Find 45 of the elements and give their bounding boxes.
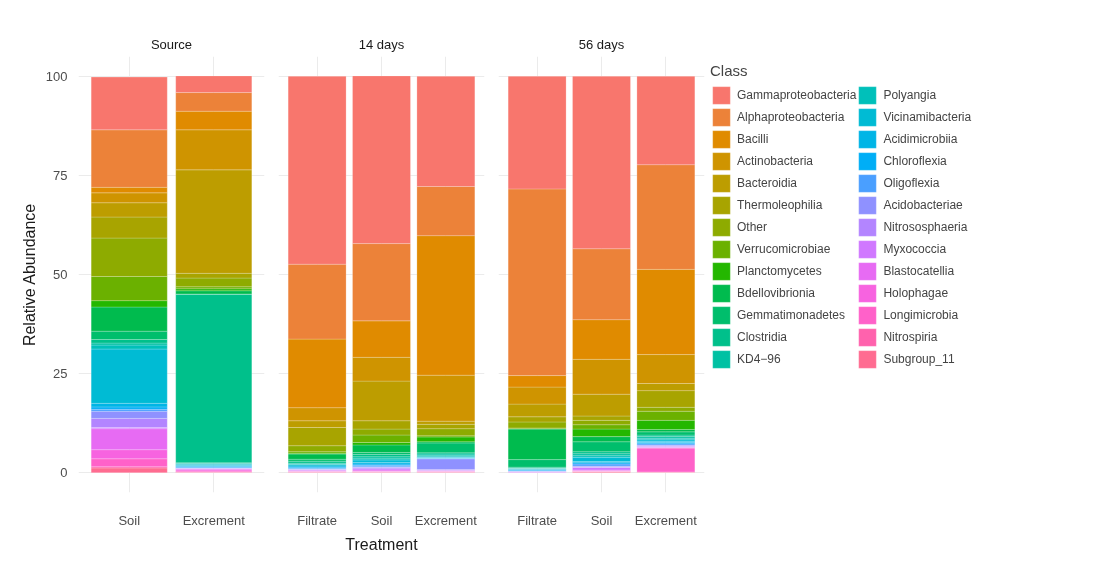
legend-label: KD4−96 xyxy=(737,351,781,368)
x-tick-label: Soil xyxy=(590,512,613,528)
legend-label: Actinobacteria xyxy=(737,153,814,170)
legend-title: Class xyxy=(710,62,749,79)
legend-label: Clostridia xyxy=(737,329,788,346)
legend-label: Holophagae xyxy=(883,285,949,302)
y-tick-label: 0 xyxy=(60,465,68,481)
legend-label: Verrucomicrobiae xyxy=(737,241,831,258)
x-tick-label: Filtrate xyxy=(297,512,337,528)
legend-label: Blastocatellia xyxy=(883,263,955,280)
chart-title: Source xyxy=(150,36,193,52)
legend-label: Thermoleophilia xyxy=(737,197,823,214)
legend-label: Polyangia xyxy=(883,87,937,104)
chart-title: 56 days xyxy=(578,36,625,52)
legend-label: Acidobacteriae xyxy=(883,197,963,214)
x-tick-label: Filtrate xyxy=(517,512,557,528)
legend-label: Oligoflexia xyxy=(883,175,940,192)
legend-label: Nitrososphaeria xyxy=(883,219,968,236)
x-tick-label: Excrement xyxy=(182,512,246,528)
x-axis-title: Treatment xyxy=(345,535,419,553)
y-tick-label: 25 xyxy=(53,366,68,382)
legend-label: Myxococcia xyxy=(883,241,947,258)
legend-label: Longimicrobia xyxy=(883,307,959,324)
legend-label: Vicinamibacteria xyxy=(883,109,972,126)
legend-label: Bacteroidia xyxy=(737,175,798,192)
y-tick-label: 75 xyxy=(53,167,68,183)
legend-label: Nitrospiria xyxy=(883,329,938,346)
chart-title: 14 days xyxy=(358,36,405,52)
y-tick-label: 50 xyxy=(53,267,68,282)
legend-label: Gammaproteobacteria xyxy=(737,87,857,104)
x-tick-label: Excrement xyxy=(634,512,698,528)
legend-label: Bacilli xyxy=(737,131,769,148)
legend-label: Alphaproteobacteria xyxy=(737,109,845,126)
legend-label: Gemmatimonadetes xyxy=(737,307,846,324)
legend-label: Subgroup_11 xyxy=(883,351,955,368)
y-axis-title: Relative Abundance xyxy=(20,203,38,347)
x-tick-label: Soil xyxy=(118,512,141,528)
legend-label: Chloroflexia xyxy=(883,153,947,170)
legend-label: Acidimicrobiia xyxy=(883,131,958,148)
y-tick-label: 100 xyxy=(45,68,68,84)
x-tick-label: Soil xyxy=(370,512,393,528)
legend-label: Planctomycetes xyxy=(737,263,822,280)
legend-label: Other xyxy=(737,219,768,236)
legend-label: Bdellovibrionia xyxy=(737,285,816,302)
x-tick-label: Excrement xyxy=(414,512,478,528)
